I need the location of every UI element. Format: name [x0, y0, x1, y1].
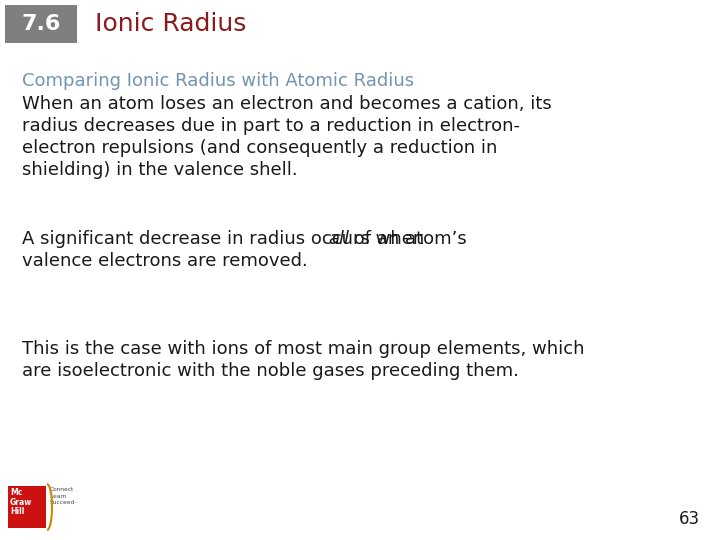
- Text: Ionic Radius: Ionic Radius: [95, 12, 246, 36]
- Text: all: all: [328, 230, 349, 248]
- Text: Mc
Graw
Hill: Mc Graw Hill: [10, 488, 32, 516]
- Text: This is the case with ions of most main group elements, which: This is the case with ions of most main …: [22, 340, 585, 358]
- Text: 63: 63: [679, 510, 700, 528]
- Text: Comparing Ionic Radius with Atomic Radius: Comparing Ionic Radius with Atomic Radiu…: [22, 72, 414, 90]
- Text: Connect
Learn
Succeed·: Connect Learn Succeed·: [50, 487, 77, 505]
- Text: A significant decrease in radius occurs when: A significant decrease in radius occurs …: [22, 230, 430, 248]
- FancyBboxPatch shape: [8, 486, 46, 528]
- FancyBboxPatch shape: [5, 5, 77, 43]
- Text: electron repulsions (and consequently a reduction in: electron repulsions (and consequently a …: [22, 139, 498, 157]
- Text: of an atom’s: of an atom’s: [348, 230, 467, 248]
- Text: are isoelectronic with the noble gases preceding them.: are isoelectronic with the noble gases p…: [22, 362, 519, 380]
- Text: valence electrons are removed.: valence electrons are removed.: [22, 252, 307, 270]
- Text: When an atom loses an electron and becomes a cation, its: When an atom loses an electron and becom…: [22, 95, 552, 113]
- Text: radius decreases due in part to a reduction in electron-: radius decreases due in part to a reduct…: [22, 117, 520, 135]
- Text: shielding) in the valence shell.: shielding) in the valence shell.: [22, 161, 297, 179]
- Text: 7.6: 7.6: [22, 14, 60, 34]
